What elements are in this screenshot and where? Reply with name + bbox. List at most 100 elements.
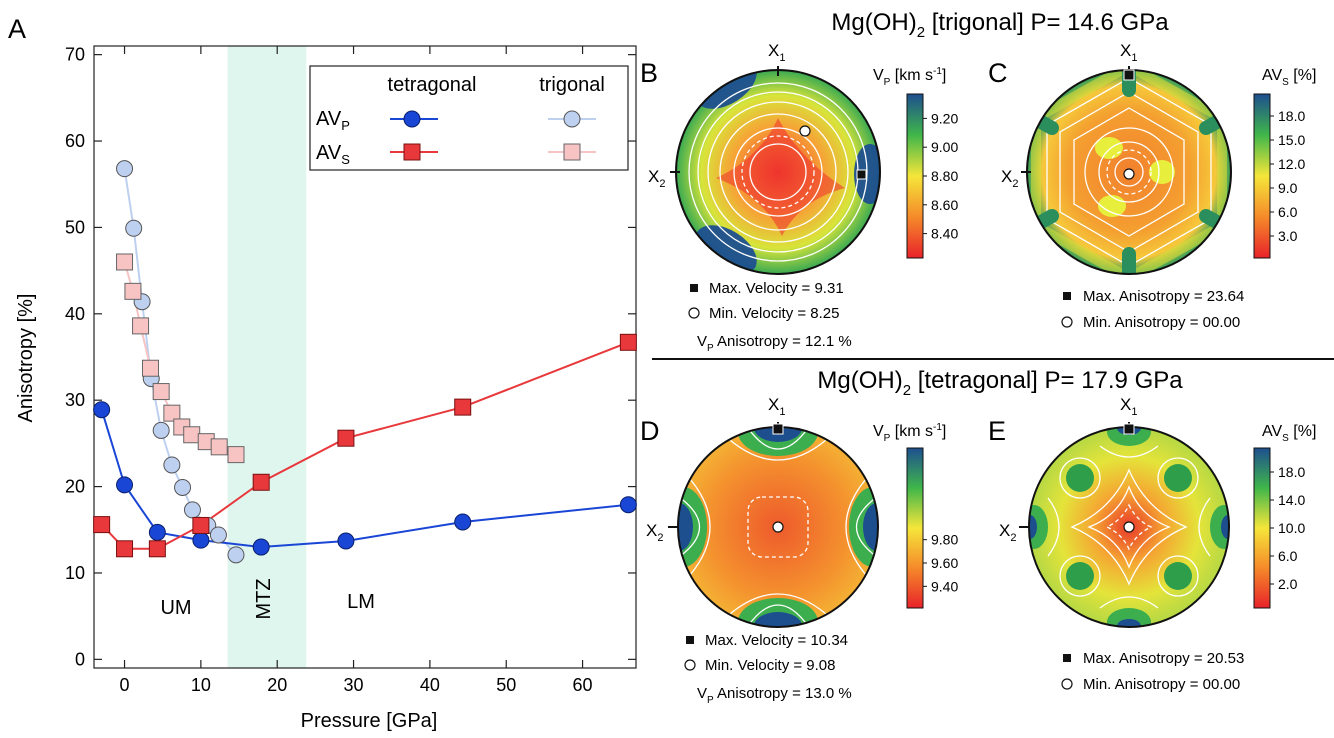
min-marker-e: [1123, 521, 1135, 533]
point-s1-4: [252, 473, 270, 491]
cbTicksC-label-2: 12.0: [1278, 156, 1305, 172]
point-s1-1: [116, 540, 134, 558]
x-tick-label-5: 50: [496, 675, 516, 695]
max-marker-d: [772, 423, 784, 435]
min-marker-d: [772, 521, 784, 533]
cbTicksB-label-3: 8.60: [931, 197, 958, 213]
point-s2-10: [227, 546, 245, 564]
point-s1-0: [93, 516, 111, 534]
x-axis-ticks: 0 10 20 30 40 50 60: [120, 46, 593, 695]
x2-label-b: X2: [648, 167, 665, 190]
cbTicksC-label-3: 9.0: [1278, 180, 1298, 196]
point-s1-3: [192, 516, 210, 534]
region-label-mtz: MTZ: [253, 578, 275, 619]
series-line-1: [100, 341, 629, 550]
x-tick-label-4: 40: [420, 675, 440, 695]
point-s0-6: [454, 513, 472, 531]
point-s3-0: [116, 253, 134, 271]
point-s2-5: [163, 456, 181, 474]
max-legend-square-b: [690, 284, 698, 292]
point-s2-1: [125, 219, 143, 237]
cbTicksC-label-1: 15.0: [1278, 132, 1305, 148]
max-legend-square-c: [1063, 292, 1071, 300]
x-tick-label-3: 30: [344, 675, 364, 695]
x2-label-d: X2: [646, 521, 663, 544]
colorbar-e: [1253, 447, 1271, 609]
x-tick-label-2: 20: [267, 675, 287, 695]
tetragonal-title: Mg(OH)2 [tetragonal] P= 17.9 GPa: [817, 367, 1183, 399]
x1-label-c: X1: [1120, 41, 1137, 64]
legend-marker-tri-avs: [563, 143, 581, 161]
cbTicksE-label-0: 18.0: [1278, 464, 1305, 480]
legend-col-trigonal: trigonal: [539, 74, 605, 96]
trigonal-title: Mg(OH)2 [trigonal] P= 14.6 GPa: [831, 9, 1169, 41]
legend-marker-tet-avp: [403, 110, 421, 128]
y-tick-label-2: 20: [65, 477, 85, 497]
point-s3-1: [124, 282, 142, 300]
point-s0-3: [192, 531, 210, 549]
point-s3-10: [227, 446, 245, 464]
x-tick-label-6: 60: [573, 675, 593, 695]
min-marker-b: [799, 125, 811, 137]
max-legend-square-e: [1063, 654, 1071, 662]
cbTicksC-label-4: 6.0: [1278, 204, 1298, 220]
vp-anisotropy-d: VP Anisotropy = 13.0 %: [697, 685, 852, 706]
colorbar-d: [906, 447, 924, 609]
y-tick-label-3: 30: [65, 390, 85, 410]
point-s3-4: [152, 383, 170, 401]
colorbar-c: [1253, 93, 1271, 259]
point-s2-7: [183, 501, 201, 519]
point-s0-7: [619, 496, 637, 514]
cbTicksB-label-2: 8.80: [931, 168, 958, 184]
x1-label-e: X1: [1120, 395, 1137, 418]
colorbar-ticks-b: 9.20 9.00 8.80 8.60 8.40: [923, 110, 958, 242]
max-marker-b: [856, 169, 867, 180]
legend-row-avs: AVS: [316, 142, 350, 167]
point-s3-7: [183, 426, 201, 444]
min-anisotropy-c: Min. Anisotropy = 00.00: [1083, 314, 1240, 331]
panel-label-d: D: [640, 416, 660, 446]
colorbar-title-c: AVS [%]: [1262, 67, 1316, 88]
legend-marker-tet-avs: [403, 143, 421, 161]
y-tick-label-1: 10: [65, 563, 85, 583]
mtz-band: [227, 46, 307, 668]
cbTicksD-label-0: 9.80: [931, 532, 958, 548]
legend-col-tetragonal: tetragonal: [388, 74, 477, 96]
max-marker-c: [1123, 69, 1135, 81]
min-marker-c: [1123, 168, 1135, 180]
min-legend-circle-d: [684, 659, 696, 671]
x1-label-b: X1: [768, 41, 785, 64]
colorbar-ticks-c: 18.0 15.0 12.0 9.0 6.0 3.0: [1270, 108, 1305, 244]
point-s1-7: [619, 333, 637, 351]
panel-label-c: C: [988, 58, 1008, 88]
max-legend-square-d: [686, 636, 694, 644]
point-s1-2: [148, 540, 166, 558]
max-anisotropy-c: Max. Anisotropy = 23.64: [1083, 288, 1244, 305]
colorbar-title-d: VP [km s-1]: [873, 422, 946, 444]
point-s1-6: [454, 398, 472, 416]
cbTicksE-label-4: 2.0: [1278, 576, 1298, 592]
min-legend-circle-e: [1061, 678, 1073, 690]
point-s0-0: [93, 401, 111, 419]
panel-label-e: E: [988, 416, 1006, 446]
panel-label-a: A: [8, 14, 26, 44]
region-label-lm: LM: [347, 591, 375, 613]
min-anisotropy-e: Min. Anisotropy = 00.00: [1083, 676, 1240, 693]
cbTicksC-label-0: 18.0: [1278, 108, 1305, 124]
point-s2-6: [174, 478, 192, 496]
point-s0-1: [116, 476, 134, 494]
y-tick-label-5: 50: [65, 217, 85, 237]
point-s3-9: [210, 438, 228, 456]
colorbar-title-e: AVS [%]: [1262, 423, 1316, 444]
region-label-um: UM: [160, 597, 191, 619]
point-s0-2: [148, 523, 166, 541]
series-line-0: [100, 409, 629, 549]
x1-label-d: X1: [768, 395, 785, 418]
plot-frame: [93, 45, 637, 669]
min-velocity-d: Min. Velocity = 9.08: [705, 657, 836, 674]
max-velocity-b: Max. Velocity = 9.31: [709, 280, 844, 297]
point-s3-3: [141, 359, 159, 377]
y-tick-label-7: 70: [65, 45, 85, 65]
